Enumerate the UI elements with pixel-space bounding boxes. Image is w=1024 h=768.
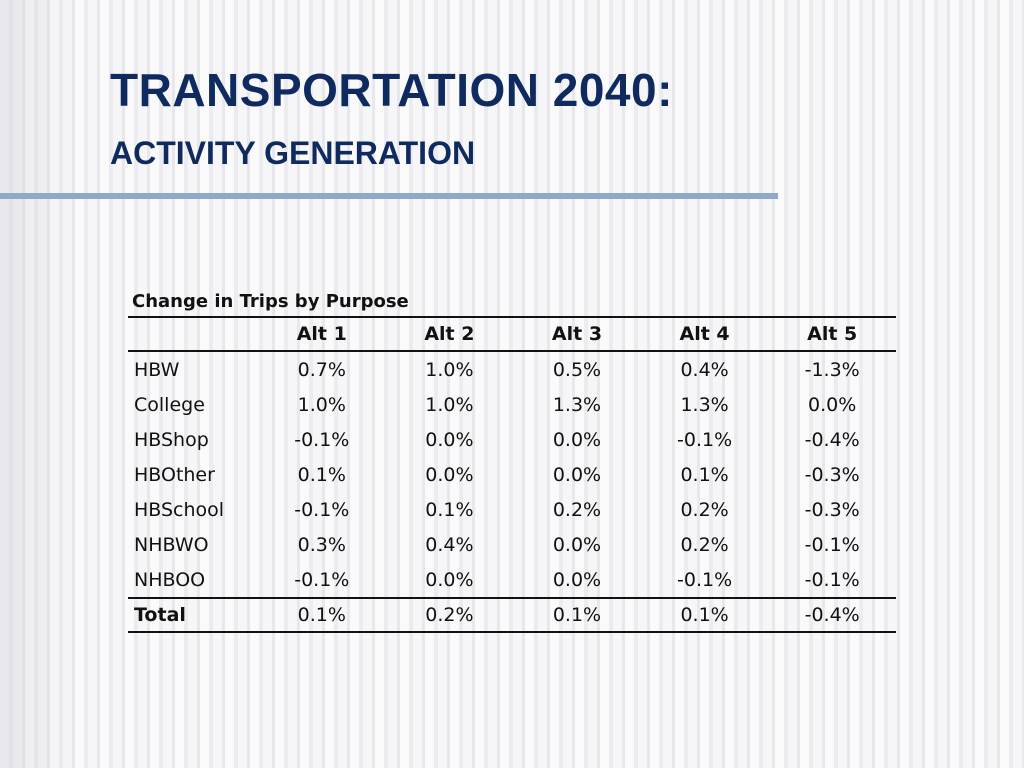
table-cell: 0.0% xyxy=(425,568,474,591)
table-cell: -0.1% xyxy=(294,568,350,591)
table-row: College 1.0% 1.0% 1.3% 1.3% 0.0% xyxy=(128,387,896,422)
table-cell: 0.1% xyxy=(680,463,729,486)
row-label: HBW xyxy=(134,358,180,381)
table-cell: 0.2% xyxy=(680,498,729,521)
slide-subtitle: ACTIVITY GENERATION xyxy=(110,135,476,171)
total-cell: 0.1% xyxy=(297,604,346,626)
table-cell: 0.0% xyxy=(552,463,602,486)
table-cell: -0.1% xyxy=(294,498,350,521)
table-row: NHBWO 0.3% 0.4% 0.0% 0.2% -0.1% xyxy=(128,527,896,562)
table-cell: 0.4% xyxy=(425,533,474,556)
column-header-alt-2: Alt 2 xyxy=(424,323,475,345)
table-row: HBShop -0.1% 0.0% 0.0% -0.1% -0.4% xyxy=(128,422,896,457)
table-cell: 0.1% xyxy=(425,498,474,521)
table-cell: 1.0% xyxy=(425,358,474,381)
table-cell: 1.3% xyxy=(680,393,729,416)
table-row: NHBOO -0.1% 0.0% 0.0% -0.1% -0.1% xyxy=(128,562,896,598)
table-cell: 0.0% xyxy=(552,428,602,451)
table-cell: 1.3% xyxy=(552,393,602,416)
row-label: HBSchool xyxy=(134,498,225,521)
total-label: Total xyxy=(134,604,186,626)
table-cell: -0.1% xyxy=(804,533,860,556)
table-cell: 0.2% xyxy=(680,533,729,556)
row-label: College xyxy=(134,393,205,416)
table-row: HBSchool -0.1% 0.1% 0.2% 0.2% -0.3% xyxy=(128,492,896,527)
table-cell: 0.0% xyxy=(808,393,857,416)
table-cell: -0.1% xyxy=(294,428,350,451)
table-row: HBW 0.7% 1.0% 0.5% 0.4% -1.3% xyxy=(128,351,896,387)
table-caption: Change in Trips by Purpose xyxy=(132,291,409,312)
column-header-alt-3: Alt 3 xyxy=(551,323,603,345)
table-cell: 0.0% xyxy=(552,568,602,591)
total-cell: 0.1% xyxy=(680,604,729,626)
row-label: HBOther xyxy=(134,463,215,486)
table-header-row: Alt 1 Alt 2 Alt 3 Alt 4 Alt 5 xyxy=(128,317,896,351)
column-header-purpose xyxy=(128,317,258,351)
table-cell: -0.3% xyxy=(804,463,860,486)
table-cell: 0.7% xyxy=(297,358,346,381)
slide-title: TRANSPORTATION 2040: xyxy=(110,64,673,116)
table-cell: -0.4% xyxy=(804,428,860,451)
table-cell: 0.3% xyxy=(297,533,346,556)
table-row: HBOther 0.1% 0.0% 0.0% 0.1% -0.3% xyxy=(128,457,896,492)
row-label: NHBOO xyxy=(134,568,206,591)
total-cell: 0.1% xyxy=(552,604,602,626)
table-cell: 1.0% xyxy=(425,393,474,416)
table-cell: 0.0% xyxy=(552,533,602,556)
trips-table-container: Change in Trips by Purpose Alt 1 Alt 2 A… xyxy=(128,288,896,633)
table-cell: 0.4% xyxy=(680,358,729,381)
table-cell: 0.5% xyxy=(552,358,602,381)
column-header-alt-4: Alt 4 xyxy=(679,323,730,345)
table-cell: 0.1% xyxy=(297,463,346,486)
table-cell: 0.2% xyxy=(552,498,602,521)
total-cell: -0.4% xyxy=(804,604,860,626)
background-shade xyxy=(0,0,80,768)
total-row: Total 0.1% 0.2% 0.1% 0.1% -0.4% xyxy=(128,598,896,632)
column-header-alt-1: Alt 1 xyxy=(296,323,347,345)
table-cell: 0.0% xyxy=(425,463,474,486)
trips-by-purpose-table: Alt 1 Alt 2 Alt 3 Alt 4 Alt 5 HBW 0.7% 1… xyxy=(128,316,896,633)
table-cell: -0.3% xyxy=(804,498,860,521)
table-cell: -0.1% xyxy=(677,568,733,591)
table-cell: 1.0% xyxy=(297,393,346,416)
table-cell: -1.3% xyxy=(804,358,860,381)
row-label: NHBWO xyxy=(134,533,209,556)
title-divider xyxy=(0,193,778,199)
table-cell: 0.0% xyxy=(425,428,474,451)
table-cell: -0.1% xyxy=(677,428,733,451)
table-cell: -0.1% xyxy=(804,568,860,591)
column-header-alt-5: Alt 5 xyxy=(807,323,858,345)
row-label: HBShop xyxy=(134,428,209,451)
total-cell: 0.2% xyxy=(425,604,474,626)
